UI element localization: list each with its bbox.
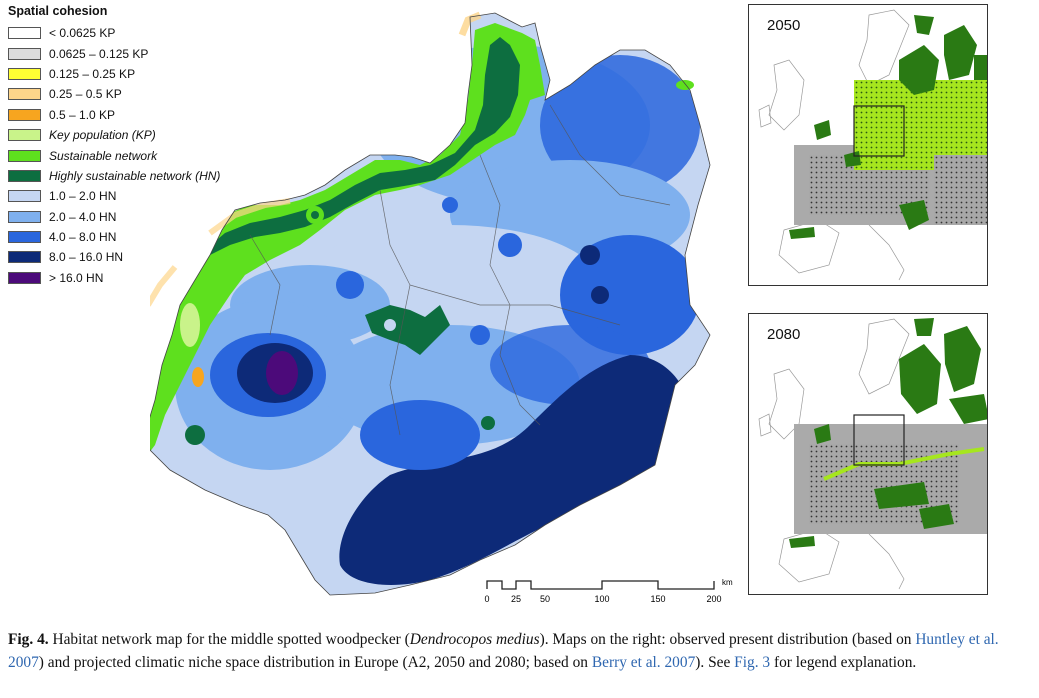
legend-swatch <box>8 108 41 121</box>
caption-text-4: ). See <box>695 654 735 671</box>
figure-link-fig3[interactable]: Fig. 3 <box>734 654 771 671</box>
legend-item: > 16.0 HN <box>8 268 308 288</box>
caption-text-3: ) and projected climatic niche space dis… <box>38 654 592 671</box>
legend-label: 0.5 – 1.0 KP <box>49 107 116 122</box>
scale-tick-200: 200 <box>706 594 721 604</box>
legend-item: 0.25 – 0.5 KP <box>8 84 308 104</box>
caption-text-5: for legend explanation. <box>770 654 917 671</box>
legend-label: < 0.0625 KP <box>49 26 116 41</box>
legend-swatch <box>8 169 41 182</box>
legend-item: < 0.0625 KP <box>8 23 308 43</box>
legend-label: Sustainable network <box>49 148 158 163</box>
scale-tick-50: 50 <box>540 594 550 604</box>
caption-text-2: ). Maps on the right: observed present d… <box>539 631 916 648</box>
reference-link-berry[interactable]: Berry et al. 2007 <box>591 654 696 671</box>
legend-item: Highly sustainable network (HN) <box>8 166 308 186</box>
legend-item: 1.0 – 2.0 HN <box>8 186 308 206</box>
legend-label: 2.0 – 4.0 HN <box>49 209 117 224</box>
scale-tick-150: 150 <box>650 594 665 604</box>
legend-swatch <box>8 47 41 60</box>
map-legend: Spatial cohesion < 0.0625 KP 0.0625 – 0.1… <box>8 4 308 288</box>
scale-tick-100: 100 <box>594 594 609 604</box>
legend-item: Sustainable network <box>8 145 308 165</box>
legend-item: 0.125 – 0.25 KP <box>8 64 308 84</box>
legend-swatch <box>8 271 41 284</box>
scale-tick-0: 0 <box>484 594 489 604</box>
legend-swatch <box>8 210 41 223</box>
figure-label: Fig. 4. <box>8 631 49 648</box>
legend-label: 8.0 – 16.0 HN <box>49 250 124 265</box>
caption-text-1: Habitat network map for the middle spott… <box>48 631 410 648</box>
inset-map-2080: 2080 <box>748 313 988 595</box>
legend-swatch <box>8 88 41 101</box>
legend-label: Highly sustainable network (HN) <box>49 168 221 183</box>
legend-items: < 0.0625 KP 0.0625 – 0.125 KP 0.125 – 0.25… <box>8 23 308 288</box>
legend-title: Spatial cohesion <box>8 4 108 18</box>
scale-unit: km <box>722 578 733 587</box>
reference-link-huntley[interactable]: Huntley et al. 2007 <box>8 631 999 671</box>
legend-item: 0.5 – 1.0 KP <box>8 105 308 125</box>
europe-map-2080 <box>758 318 987 590</box>
legend-item: 0.0625 – 0.125 KP <box>8 43 308 63</box>
legend-label: 4.0 – 8.0 HN <box>49 230 117 245</box>
legend-item: 8.0 – 16.0 HN <box>8 247 308 267</box>
legend-item: 4.0 – 8.0 HN <box>8 227 308 247</box>
legend-item: Key population (KP) <box>8 125 308 145</box>
inset-map-2050: 2050 <box>748 4 988 286</box>
legend-swatch <box>8 129 41 142</box>
species-name: Dendrocopos medius <box>409 631 540 648</box>
legend-swatch <box>8 149 41 162</box>
europe-map-2050 <box>758 9 987 281</box>
legend-swatch <box>8 231 41 244</box>
legend-item: 2.0 – 4.0 HN <box>8 207 308 227</box>
habitat-network-map <box>150 11 711 596</box>
legend-label: Key population (KP) <box>49 128 156 143</box>
legend-swatch <box>8 27 41 40</box>
legend-label: 0.125 – 0.25 KP <box>49 66 136 81</box>
legend-swatch <box>8 67 41 80</box>
scale-tick-25: 25 <box>511 594 521 604</box>
figure-caption: Fig. 4. Habitat network map for the midd… <box>8 628 1033 674</box>
legend-swatch <box>8 190 41 203</box>
legend-label: 0.25 – 0.5 KP <box>49 87 122 102</box>
legend-label: 0.0625 – 0.125 KP <box>49 46 149 61</box>
inset-year-label-2080: 2080 <box>767 326 801 343</box>
legend-label: > 16.0 HN <box>49 270 104 285</box>
inset-year-label-2050: 2050 <box>767 17 801 34</box>
map-scale-bar: 0 25 50 100 150 200 km <box>484 578 733 604</box>
legend-label: 1.0 – 2.0 HN <box>49 189 117 204</box>
legend-swatch <box>8 251 41 264</box>
